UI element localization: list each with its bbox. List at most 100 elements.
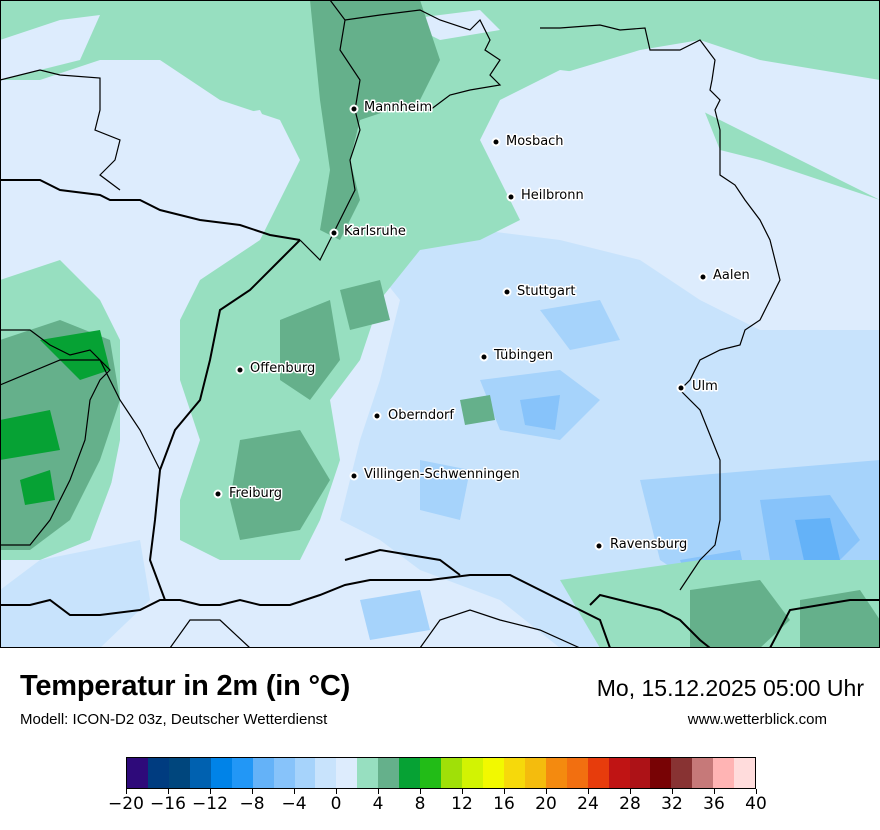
svg-text:Karlsruhe: Karlsruhe [344, 224, 406, 239]
colorbar-tick [251, 789, 253, 794]
colorbar-bin [168, 758, 190, 788]
colorbar-tick [125, 789, 127, 794]
colorbar-tick [209, 789, 211, 794]
svg-text:Ulm: Ulm [692, 379, 718, 394]
colorbar-tick [713, 789, 715, 794]
city-aalen[interactable]: Aalen [698, 267, 751, 285]
colorbar-bin [629, 758, 651, 788]
borders [0, 0, 880, 648]
colorbar-tick-label: −12 [192, 794, 228, 814]
colorbar-bin [587, 758, 609, 788]
colorbar-tick [671, 789, 673, 794]
city-heilbronn[interactable]: Heilbronn [506, 187, 585, 205]
colorbar-bin [399, 758, 421, 788]
colorbar-tick-label: −16 [150, 794, 186, 814]
colorbar-tick-label: 32 [661, 794, 683, 814]
svg-text:Aalen: Aalen [713, 268, 750, 283]
colorbar-tick-label: 12 [451, 794, 473, 814]
colorbar-bin [336, 758, 358, 788]
temp-zone-0-2-pockets [0, 10, 880, 540]
colorbar-bin [294, 758, 316, 788]
svg-text:Mosbach: Mosbach [506, 134, 564, 149]
colorbar-tick-label: 36 [703, 794, 725, 814]
svg-text:Freiburg: Freiburg [229, 486, 282, 501]
colorbar-tick [335, 789, 337, 794]
city-mannheim[interactable]: Mannheim [349, 99, 434, 117]
colorbar-bin [734, 758, 756, 788]
city-offenburg[interactable]: Offenburg [235, 360, 317, 378]
colorbar-bin [671, 758, 693, 788]
colorbar-bin [650, 758, 672, 788]
colorbar-bin [231, 758, 253, 788]
city-freiburg[interactable]: Freiburg [213, 485, 284, 503]
colorbar-bin [252, 758, 274, 788]
colorbar-tick-label: 8 [414, 794, 426, 814]
svg-text:Oberndorf: Oberndorf [388, 408, 454, 423]
colorbar-bin [420, 758, 442, 788]
city-ulm[interactable]: Ulm [676, 378, 719, 396]
colorbar-tick-label: −4 [281, 794, 307, 814]
svg-text:Tübingen: Tübingen [493, 348, 553, 363]
colorbar-tick-label: 16 [493, 794, 515, 814]
svg-text:Offenburg: Offenburg [250, 361, 315, 376]
colorbar-tick [545, 789, 547, 794]
colorbar-tick-label: 4 [372, 794, 384, 814]
colorbar-bin [147, 758, 169, 788]
city-markers: Mannheim Mosbach Heilbronn Karlsruhe Aal… [213, 99, 751, 554]
valid-datetime: Mo, 15.12.2025 05:00 Uhr [596, 675, 864, 701]
model-source: Modell: ICON-D2 03z, Deutscher Wetterdie… [20, 711, 328, 728]
colorbar-tick-label: 28 [619, 794, 641, 814]
colorbar-bin [273, 758, 295, 788]
colorbar-bin [210, 758, 232, 788]
city-tuebingen[interactable]: Tübingen [479, 347, 555, 365]
colorbar-tick [167, 789, 169, 794]
colorbar-tick-label: −8 [239, 794, 265, 814]
colorbar-bin [441, 758, 462, 788]
colorbar-bin [608, 758, 630, 788]
temperature-colorbar [126, 757, 756, 789]
city-oberndorf[interactable]: Oberndorf [372, 407, 456, 425]
city-villingen-schwenningen[interactable]: Villingen-Schwenningen [349, 466, 521, 484]
svg-text:Villingen-Schwenningen: Villingen-Schwenningen [364, 467, 520, 482]
colorbar-bin [357, 758, 379, 788]
colorbar-bin [566, 758, 588, 788]
colorbar-tick [461, 789, 463, 794]
svg-text:Ravensburg: Ravensburg [610, 537, 687, 552]
website-link[interactable]: www.wetterblick.com [687, 711, 827, 728]
map-title: Temperatur in 2m (in °C) [20, 670, 351, 702]
colorbar-tick-label: 0 [330, 794, 342, 814]
colorbar-bin [127, 758, 148, 788]
colorbar-tick [377, 789, 379, 794]
city-ravensburg[interactable]: Ravensburg [594, 536, 689, 554]
city-mosbach[interactable]: Mosbach [491, 133, 565, 151]
colorbar-bin [692, 758, 714, 788]
city-stuttgart[interactable]: Stuttgart [502, 283, 577, 301]
temp-zone-minus8-minus6 [795, 518, 840, 565]
svg-text:Heilbronn: Heilbronn [521, 188, 584, 203]
colorbar-bin [315, 758, 337, 788]
colorbar-bin [482, 758, 504, 788]
svg-text:Mannheim: Mannheim [364, 100, 432, 115]
colorbar-bin [503, 758, 525, 788]
colorbar-bin [189, 758, 211, 788]
colorbar-tick-label: −20 [108, 794, 144, 814]
temp-zone-6-8 [0, 330, 110, 505]
svg-text:Stuttgart: Stuttgart [517, 284, 575, 299]
colorbar-tick [503, 789, 505, 794]
colorbar-tick-label: 40 [745, 794, 767, 814]
colorbar-tick [629, 789, 631, 794]
colorbar-tick [293, 789, 295, 794]
colorbar-bin [378, 758, 400, 788]
temperature-map: Mannheim Mosbach Heilbronn Karlsruhe Aal… [0, 0, 880, 648]
colorbar-tick [419, 789, 421, 794]
colorbar-bin [713, 758, 735, 788]
city-karlsruhe[interactable]: Karlsruhe [329, 223, 407, 241]
colorbar-bin [462, 758, 483, 788]
colorbar-tick-label: 20 [535, 794, 557, 814]
colorbar-ticks: −20 −16 −12 −8 −4 0 4 8 12 16 20 24 28 32 36 40 [108, 789, 767, 819]
colorbar-tick [755, 789, 757, 794]
colorbar-tick [587, 789, 589, 794]
colorbar-bin [545, 758, 567, 788]
colorbar-bin [524, 758, 546, 788]
colorbar-tick-label: 24 [577, 794, 599, 814]
